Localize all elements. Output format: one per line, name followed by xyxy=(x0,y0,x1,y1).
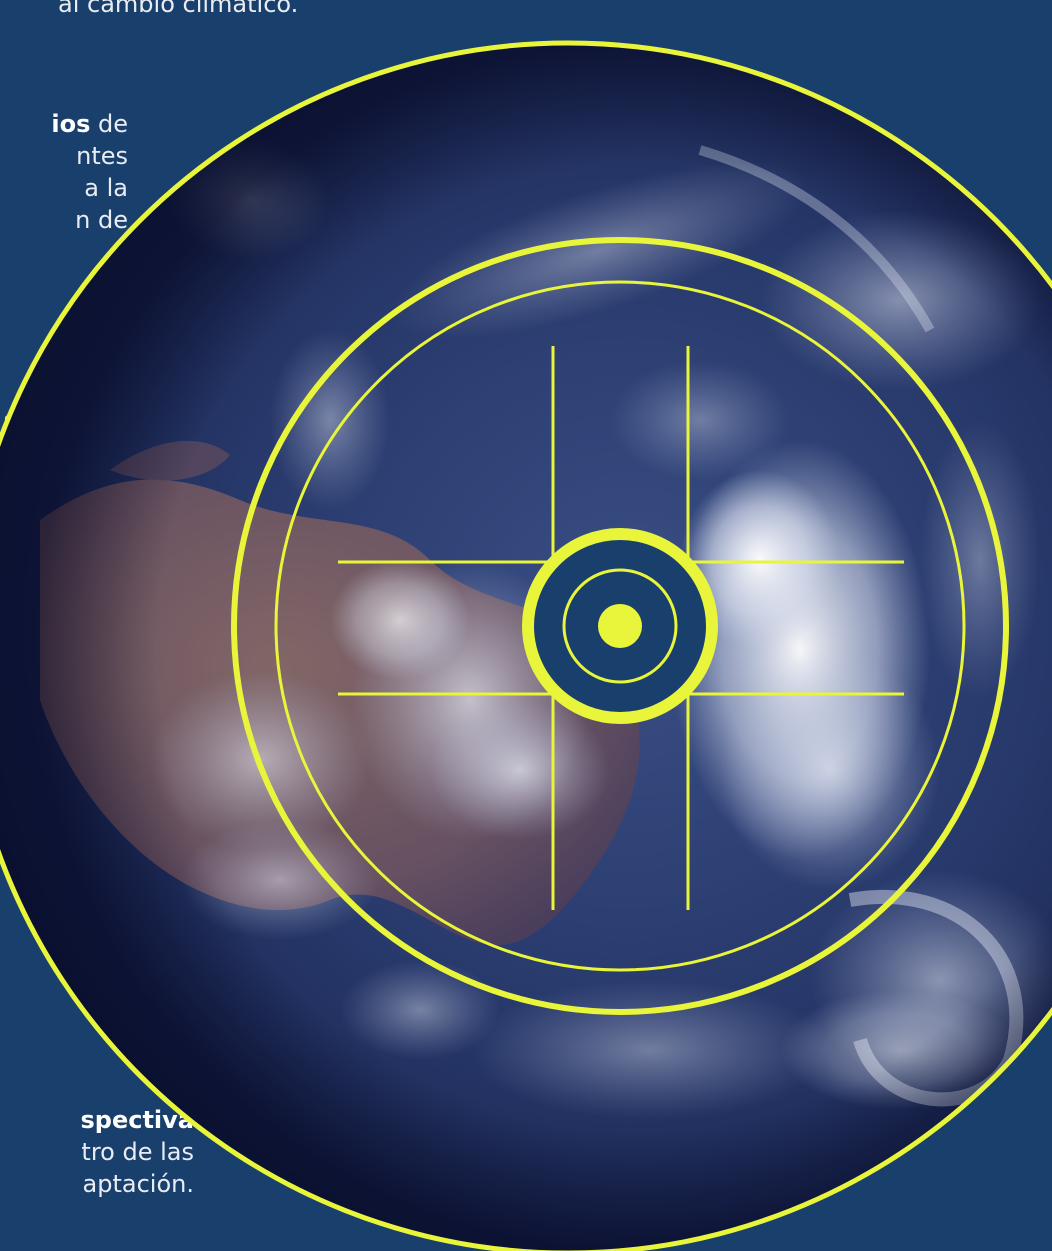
intro-text-line: al cambio climático. xyxy=(58,0,299,18)
paragraph-1-fragment: ios de ntes a la n de xyxy=(0,108,128,236)
paragraph-1-line-1: de xyxy=(90,110,128,138)
paragraph-4-fragment: spectiva tro de las aptación. xyxy=(0,1104,194,1200)
earth-outline-ring xyxy=(0,40,1052,1251)
paragraph-1-line-3: a la xyxy=(84,174,128,202)
intro-text-tail: al cambio climático. xyxy=(58,0,298,20)
paragraph-4-line-3: aptación. xyxy=(82,1170,194,1198)
paragraph-1-line-2: ntes xyxy=(76,142,128,170)
target-bullseye-icon xyxy=(522,528,718,724)
paragraph-1-line-4: n de xyxy=(75,206,128,234)
paragraph-4-line-2: tro de las xyxy=(81,1138,194,1166)
paragraph-1-bold: ios xyxy=(51,110,91,138)
